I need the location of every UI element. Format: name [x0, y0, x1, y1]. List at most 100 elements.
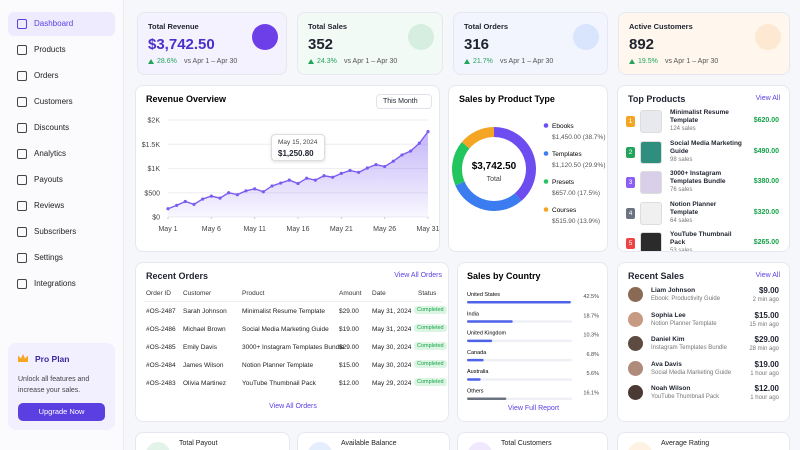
table-cell: James Wilson [183, 362, 224, 369]
point [365, 166, 369, 170]
sale-amount: $9.00 [758, 286, 779, 295]
table-cell: May 29, 2024 [372, 380, 412, 387]
status-badge: Completed [414, 306, 447, 314]
nav-icon [17, 45, 27, 55]
legend-dot [543, 151, 549, 156]
nav-item[interactable]: Subscribers [8, 220, 115, 244]
sale-product: Social Media Marketing Guide [651, 369, 732, 376]
point [235, 193, 239, 197]
point [175, 203, 179, 207]
summary-card: Available Balance [297, 432, 450, 450]
product-thumb [640, 110, 662, 133]
status-badge: Completed [414, 342, 447, 350]
nav-label: Integrations [34, 279, 76, 288]
x-tick-label: May 11 [243, 226, 266, 233]
view-all-link[interactable]: View All Orders [394, 272, 442, 279]
table-cell: $15.00 [339, 362, 359, 369]
nav-label: Analytics [34, 149, 67, 158]
value-label: 10.3% [583, 333, 599, 339]
card-title: Recent Orders [146, 271, 209, 281]
nav-item[interactable]: Analytics [8, 142, 115, 166]
revenue-card: Revenue Overview $0 $500 $1K $1.5K $2K May 1 Ma… [135, 85, 440, 252]
legend-label: Courses [552, 207, 577, 214]
kpi-card: Total Orders 316 21.7% vs Apr 1 – Apr 30 [453, 12, 608, 75]
column-header: Status [418, 290, 437, 297]
nav-item[interactable]: Products [8, 38, 115, 62]
column-header: Customer [183, 290, 212, 297]
sale-product: Notion Planner Template [651, 320, 717, 327]
sale-product: Instagram Templates Bundle [651, 345, 727, 351]
table-cell: 3000+ Instagram Templates Bundle [242, 344, 345, 351]
table-cell: $19.00 [339, 326, 359, 333]
summary-label: Average Rating [661, 440, 710, 447]
product-price: $490.00 [753, 147, 779, 155]
recent-sales-card: Recent Sales View All Liam Johnson Ebook: P… [617, 262, 790, 422]
filter-label: This Month [383, 98, 418, 105]
up-arrow [629, 59, 635, 64]
country-card: Sales by Country United States 42.5% India 1… [457, 262, 608, 422]
point [279, 181, 283, 185]
product-name: Minimalist Resume Template [670, 109, 729, 124]
avatar [628, 360, 643, 376]
y-tick-label: $500 [144, 190, 160, 197]
table-cell: May 30, 2024 [372, 344, 412, 351]
footer-link[interactable]: View All Orders [269, 403, 317, 410]
legend-label: Presets [552, 179, 575, 186]
card-title: Top Products [628, 94, 686, 104]
country-label: Canada [467, 350, 487, 356]
nav-item[interactable]: Settings [8, 246, 115, 270]
table-cell: $29.00 [339, 308, 359, 315]
table-cell: #OS-2486 [146, 326, 176, 333]
nav-item[interactable]: Orders [8, 64, 115, 88]
kpi-card: Active Customers 892 19.5% vs Apr 1 – Apr 3… [618, 12, 790, 75]
footer-link[interactable]: View Full Report [507, 405, 560, 412]
sale-time: 1 hour ago [750, 370, 779, 377]
point [322, 174, 326, 178]
point [192, 202, 196, 206]
point [183, 199, 187, 204]
customer-name: Daniel Kim [651, 336, 685, 343]
recent-orders-card: Recent Orders View All Orders Order ID Cust… [135, 262, 449, 422]
nav-item[interactable]: Integrations [8, 272, 115, 296]
up-arrow [464, 59, 470, 64]
country-label: Australia [467, 369, 489, 375]
customer-name: Ava Davis [651, 360, 682, 368]
rank-badge: 2 [626, 146, 635, 158]
kpi-icon [408, 24, 434, 50]
donut-slice [461, 127, 494, 149]
chart-title: Revenue Overview [146, 94, 227, 104]
point [313, 178, 317, 182]
up-arrow [148, 59, 154, 64]
status-badge: Completed [414, 378, 447, 386]
upgrade-button[interactable]: Upgrade Now [18, 403, 105, 421]
point [270, 184, 274, 188]
product-sales: 53 sales [670, 248, 693, 252]
sale-amount: $19.00 [754, 359, 779, 369]
legend-dot [543, 207, 549, 212]
nav-label: Payouts [34, 175, 63, 184]
kpi-value: 352 [308, 36, 334, 53]
filter-dropdown[interactable]: This Month [376, 94, 432, 109]
promo-text: Unlock all features and increase your sa… [18, 376, 90, 394]
view-all-link[interactable]: View All [755, 272, 780, 279]
table-cell: $29.00 [339, 344, 359, 351]
point [391, 159, 395, 163]
kpi-icon [252, 24, 278, 50]
value-label: $1,450.00 (38.7%) [552, 134, 605, 141]
kpi-card: Total Revenue $3,742.50 28.6% vs Apr 1 – Ap… [137, 12, 287, 75]
nav-item[interactable]: Discounts [8, 116, 115, 140]
kpi-value: $3,742.50 [148, 36, 215, 53]
nav-item[interactable]: Dashboard [8, 12, 115, 36]
product-name: Notion Planner Template [670, 200, 717, 216]
kpi-period: vs Apr 1 – Apr 30 [184, 58, 238, 65]
point [409, 149, 413, 153]
nav-item[interactable]: Payouts [8, 168, 115, 192]
sale-amount: $12.00 [754, 384, 779, 393]
donut-slice [455, 181, 522, 211]
nav-item[interactable]: Reviews [8, 194, 115, 218]
nav-item[interactable]: Customers [8, 90, 115, 114]
view-all-link[interactable]: View All [755, 95, 780, 102]
summary-card: Average Rating [617, 432, 790, 450]
kpi-icon [755, 24, 781, 50]
point [400, 153, 404, 157]
